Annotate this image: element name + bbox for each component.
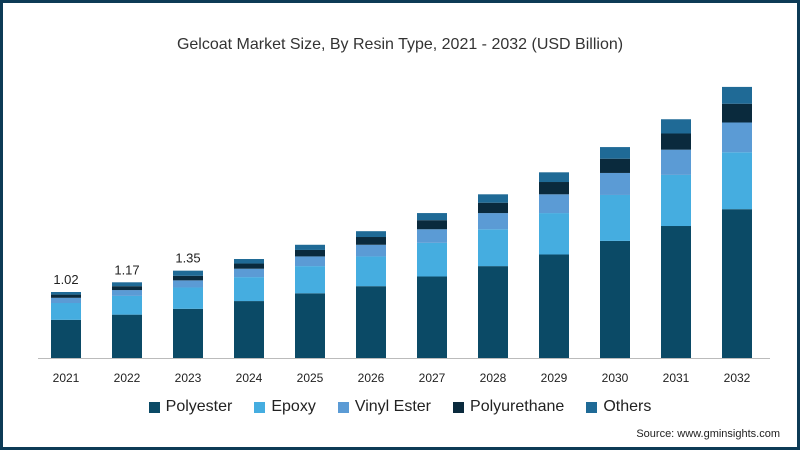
bar-polyester-2025 xyxy=(295,293,325,358)
bar-polyurethane-2027 xyxy=(417,220,447,230)
legend-swatch xyxy=(586,401,598,413)
bar-vinyl-ester-2029 xyxy=(539,194,569,214)
bar-others-2022 xyxy=(112,282,142,287)
legend-label: Vinyl Ester xyxy=(354,398,432,415)
bar-vinyl-ester-2025 xyxy=(295,256,325,267)
bar-others-2021 xyxy=(51,292,81,295)
bar-vinyl-ester-2030 xyxy=(600,172,630,195)
legend: Polyester Epoxy Vinyl Ester Polyurethane Oth… xyxy=(0,398,800,416)
bar-polyester-2027 xyxy=(417,276,447,358)
bar-epoxy-2032 xyxy=(722,152,752,210)
bar-polyester-2021 xyxy=(51,319,81,358)
legend-item-epoxy: Epoxy xyxy=(254,398,316,416)
x-tick-label: 2031 xyxy=(663,371,690,385)
legend-item-vinyl-ester: Vinyl Ester xyxy=(337,398,432,416)
bar-polyester-2029 xyxy=(539,254,569,358)
bar-vinyl-ester-2021 xyxy=(51,297,81,304)
bar-vinyl-ester-2026 xyxy=(356,244,386,257)
bar-others-2028 xyxy=(478,194,508,203)
legend-label: Polyester xyxy=(165,398,233,415)
x-tick-label: 2023 xyxy=(175,371,202,385)
bar-polyurethane-2030 xyxy=(600,158,630,173)
bar-epoxy-2026 xyxy=(356,256,386,287)
bar-vinyl-ester-2023 xyxy=(173,280,203,288)
bar-polyurethane-2028 xyxy=(478,202,508,214)
bar-polyester-2023 xyxy=(173,308,203,358)
bar-vinyl-ester-2028 xyxy=(478,213,508,230)
bar-polyurethane-2025 xyxy=(295,249,325,257)
x-tick-label: 2028 xyxy=(480,371,507,385)
bar-polyurethane-2026 xyxy=(356,237,386,245)
bar-others-2032 xyxy=(722,86,752,104)
bar-polyester-2032 xyxy=(722,209,752,358)
bar-epoxy-2028 xyxy=(478,229,508,267)
bar-others-2027 xyxy=(417,213,447,221)
x-tick-label: 2029 xyxy=(541,371,568,385)
data-label: 1.35 xyxy=(175,251,200,266)
x-tick-label: 2026 xyxy=(358,371,385,385)
bar-others-2025 xyxy=(295,244,325,250)
legend-swatch xyxy=(337,401,349,413)
bar-polyurethane-2032 xyxy=(722,103,752,123)
bar-others-2026 xyxy=(356,231,386,238)
bar-epoxy-2027 xyxy=(417,242,447,277)
bar-vinyl-ester-2027 xyxy=(417,229,447,243)
x-tick-label: 2027 xyxy=(419,371,446,385)
legend-item-polyurethane: Polyurethane xyxy=(453,398,564,416)
x-tick-label: 2025 xyxy=(297,371,324,385)
source-note: Source: www.gminsights.com xyxy=(636,428,780,440)
bar-epoxy-2031 xyxy=(661,174,691,227)
bar-epoxy-2025 xyxy=(295,266,325,294)
bar-others-2030 xyxy=(600,147,630,159)
bar-others-2031 xyxy=(661,119,691,134)
bar-vinyl-ester-2022 xyxy=(112,290,142,296)
bar-polyurethane-2022 xyxy=(112,286,142,291)
x-tick-label: 2024 xyxy=(236,371,263,385)
bar-vinyl-ester-2031 xyxy=(661,149,691,175)
data-label: 1.02 xyxy=(53,272,78,287)
bar-polyurethane-2029 xyxy=(539,182,569,195)
bar-others-2029 xyxy=(539,172,569,183)
bar-epoxy-2030 xyxy=(600,194,630,241)
legend-item-polyester: Polyester xyxy=(148,398,233,416)
chart-title: Gelcoat Market Size, By Resin Type, 2021… xyxy=(176,36,624,53)
bar-epoxy-2029 xyxy=(539,213,569,255)
bar-polyurethane-2023 xyxy=(173,275,203,281)
bar-others-2023 xyxy=(173,270,203,276)
x-tick-label: 2021 xyxy=(53,371,80,385)
legend-label: Polyurethane xyxy=(470,398,565,415)
bar-epoxy-2024 xyxy=(234,277,264,302)
bar-vinyl-ester-2024 xyxy=(234,268,264,278)
bar-epoxy-2023 xyxy=(173,287,203,309)
legend-swatch xyxy=(254,401,266,413)
legend-item-others: Others xyxy=(586,398,651,416)
data-label: 1.17 xyxy=(114,262,139,277)
x-tick-label: 2022 xyxy=(114,371,141,385)
legend-swatch xyxy=(453,401,465,413)
bar-vinyl-ester-2032 xyxy=(722,122,752,153)
bar-epoxy-2021 xyxy=(51,303,81,320)
x-tick-label: 2032 xyxy=(724,371,751,385)
bar-polyurethane-2021 xyxy=(51,294,81,298)
bar-polyester-2030 xyxy=(600,240,630,358)
bar-polyurethane-2031 xyxy=(661,133,691,150)
x-tick-label: 2030 xyxy=(602,371,629,385)
bar-epoxy-2022 xyxy=(112,295,142,315)
bar-polyester-2031 xyxy=(661,226,691,358)
bar-polyester-2026 xyxy=(356,286,386,358)
legend-label: Epoxy xyxy=(271,398,316,415)
bar-polyester-2028 xyxy=(478,266,508,358)
legend-swatch xyxy=(148,401,160,413)
legend-label: Others xyxy=(603,398,652,415)
bar-polyester-2022 xyxy=(112,314,142,358)
bar-polyester-2024 xyxy=(234,301,264,358)
bar-others-2024 xyxy=(234,259,264,264)
bar-polyurethane-2024 xyxy=(234,263,264,269)
